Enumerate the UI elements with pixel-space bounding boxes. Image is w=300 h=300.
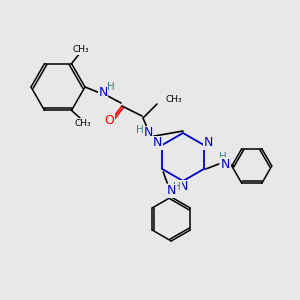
Text: CH₃: CH₃ [165,95,181,104]
Text: CH₃: CH₃ [72,45,89,54]
Text: N: N [143,127,153,140]
Text: H: H [219,152,227,162]
Text: N: N [167,184,176,197]
Text: N: N [152,136,162,149]
Text: O: O [104,115,114,128]
Text: H: H [107,82,115,92]
Text: N: N [204,136,214,149]
Text: H: H [136,125,144,135]
Text: N: N [221,158,230,170]
Text: CH₃: CH₃ [74,119,91,128]
Text: N: N [178,181,188,194]
Text: N: N [98,86,108,100]
Text: H: H [173,182,181,192]
